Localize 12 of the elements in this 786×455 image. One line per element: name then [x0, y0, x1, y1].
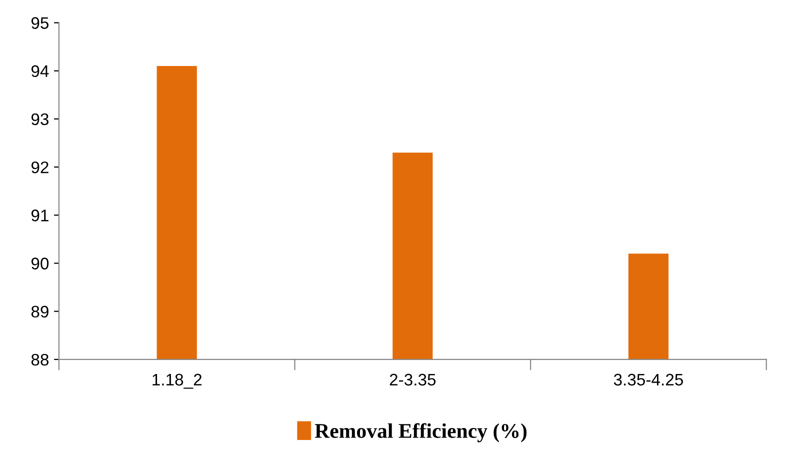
y-tick-label: 92: [31, 161, 48, 174]
x-tick-label: 3.35-4.25: [614, 374, 683, 386]
y-tick-label: 95: [31, 17, 49, 29]
y-tick-label: 93: [31, 113, 48, 126]
y-tick-label: 89: [31, 306, 48, 318]
y-tick-label: 88: [31, 354, 49, 366]
y-tick-label: 94: [31, 65, 49, 78]
y-tick-label: 91: [31, 210, 48, 222]
x-tick-label: 1.18_2: [152, 374, 202, 389]
legend-label: Removal Efficiency (%): [314, 423, 527, 442]
y-tick-label: 90: [31, 258, 49, 270]
x-tick-label: 2-3.35: [390, 374, 436, 386]
